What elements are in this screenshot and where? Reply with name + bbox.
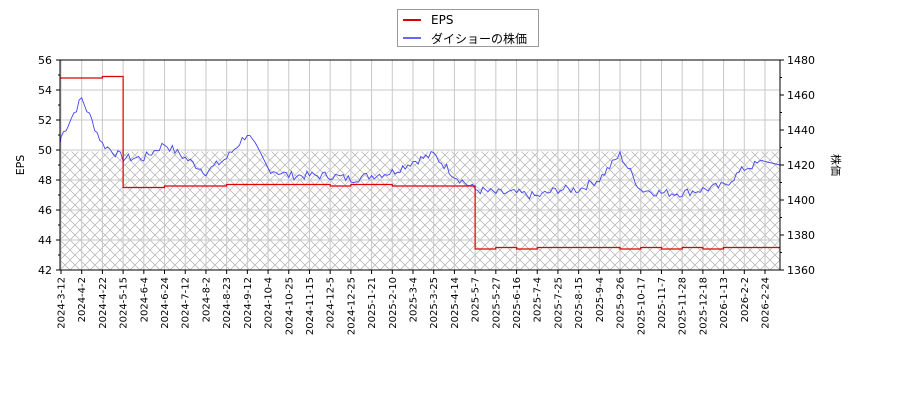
x-tick-label: 2024-5-15 — [119, 277, 130, 329]
left-tick-label: 44 — [38, 234, 52, 247]
x-tick-label: 2026-2-2 — [740, 277, 751, 322]
price-swatch-icon — [403, 37, 421, 39]
price-line — [59, 96, 781, 200]
legend-item-eps: EPS — [402, 12, 453, 28]
left-tick-label: 56 — [38, 54, 52, 67]
right-tick-label: 1380 — [787, 229, 815, 242]
right-tick-label: 1480 — [787, 54, 815, 67]
x-axis: 2024-3-12 2024-4-2 2024-4-22 2024-5-15 2024-… — [57, 270, 772, 335]
x-tick-label: 2024-8-23 — [222, 277, 233, 329]
x-tick-label: 2025-6-16 — [512, 277, 523, 329]
right-tick-label: 1440 — [787, 124, 815, 137]
legend-label-price: ダイショーの株価 — [431, 31, 528, 46]
x-tick-label: 2024-6-4 — [139, 277, 150, 322]
x-tick-label: 2025-2-10 — [388, 277, 399, 329]
x-tick-label: 2025-7-25 — [553, 277, 564, 329]
left-tick-label: 46 — [38, 204, 52, 217]
x-tick-label: 2025-11-28 — [678, 277, 689, 335]
x-tick-label: 2026-1-13 — [719, 277, 730, 329]
x-tick-label: 2024-9-12 — [243, 277, 254, 329]
x-tick-label: 2026-2-24 — [761, 277, 772, 329]
x-tick-label: 2025-1-21 — [367, 277, 378, 329]
x-tick-label: 2024-7-12 — [181, 277, 192, 329]
legend: EPS ダイショーの株価 — [397, 9, 539, 47]
left-axis: 42 44 46 48 50 52 54 56 — [38, 54, 60, 277]
x-tick-label: 2024-8-2 — [201, 277, 212, 322]
x-tick-label: 2025-12-18 — [698, 277, 709, 335]
series-layer — [59, 75, 781, 250]
x-tick-label: 2025-10-17 — [636, 277, 647, 335]
legend-item-price: ダイショーの株価 — [402, 30, 527, 46]
hatched-band — [60, 151, 780, 270]
x-tick-label: 2024-4-2 — [77, 277, 88, 322]
right-tick-label: 1360 — [787, 264, 815, 277]
left-tick-label: 54 — [38, 84, 52, 97]
x-tick-label: 2025-4-14 — [450, 277, 461, 329]
left-tick-label: 48 — [38, 174, 52, 187]
eps-swatch-icon — [403, 19, 421, 21]
left-axis-title: EPS — [14, 155, 27, 176]
right-tick-label: 1420 — [787, 159, 815, 172]
x-tick-label: 2024-6-24 — [160, 277, 171, 329]
legend-label-eps: EPS — [431, 13, 454, 27]
x-tick-label: 2024-12-5 — [326, 277, 337, 329]
right-axis: 1360 1380 1400 1420 1440 1460 1480 — [780, 54, 815, 277]
x-tick-label: 2025-7-4 — [533, 277, 544, 322]
x-tick-label: 2024-12-25 — [346, 277, 357, 335]
x-tick-label: 2024-11-15 — [305, 277, 316, 335]
x-tick-label: 2024-3-12 — [57, 277, 68, 329]
x-tick-label: 2024-10-4 — [264, 277, 275, 329]
x-tick-label: 2025-5-27 — [491, 277, 502, 329]
x-tick-label: 2025-9-26 — [616, 277, 627, 329]
right-axis-title: 株価 — [829, 154, 843, 176]
x-tick-label: 2025-3-4 — [409, 277, 420, 322]
right-tick-label: 1460 — [787, 89, 815, 102]
x-tick-label: 2025-9-4 — [595, 277, 606, 322]
x-tick-label: 2024-4-22 — [98, 277, 109, 329]
eps-line — [60, 75, 780, 250]
plot-area — [60, 60, 780, 270]
x-tick-label: 2025-5-7 — [471, 277, 482, 322]
x-tick-label: 2025-3-25 — [429, 277, 440, 329]
x-tick-label: 2025-11-7 — [657, 277, 668, 329]
left-tick-label: 42 — [38, 264, 52, 277]
x-tick-label: 2025-8-15 — [574, 277, 585, 329]
left-tick-label: 52 — [38, 114, 52, 127]
right-tick-label: 1400 — [787, 194, 815, 207]
left-tick-label: 50 — [38, 144, 52, 157]
x-tick-label: 2024-10-25 — [284, 277, 295, 335]
